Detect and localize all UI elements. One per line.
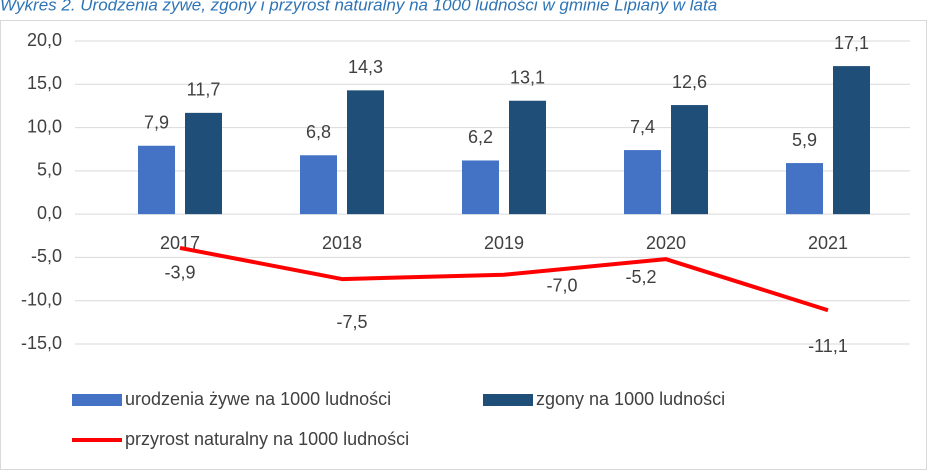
data-label: 14,3 bbox=[348, 57, 383, 77]
bar bbox=[347, 90, 384, 215]
legend-swatch bbox=[72, 394, 122, 406]
y-tick-label: -5,0 bbox=[31, 246, 62, 266]
bar bbox=[300, 155, 337, 215]
x-tick-label: 2021 bbox=[808, 233, 848, 253]
data-label: 13,1 bbox=[510, 67, 545, 87]
data-label: -3,9 bbox=[164, 263, 195, 283]
data-label: -7,0 bbox=[546, 275, 577, 295]
data-label: 12,6 bbox=[672, 72, 707, 92]
y-tick-label: 20,0 bbox=[27, 30, 62, 50]
data-label: 7,4 bbox=[630, 117, 655, 137]
y-tick-label: 0,0 bbox=[37, 203, 62, 223]
x-tick-label: 2019 bbox=[484, 233, 524, 253]
data-label: -7,5 bbox=[336, 312, 367, 332]
y-tick-label: 5,0 bbox=[37, 160, 62, 180]
y-tick-label: -15,0 bbox=[21, 333, 62, 353]
bar bbox=[462, 160, 499, 215]
bar bbox=[138, 145, 175, 215]
data-label: 7,9 bbox=[144, 113, 169, 133]
data-label: -5,2 bbox=[625, 267, 656, 287]
y-tick-label: 10,0 bbox=[27, 116, 62, 136]
legend-label: przyrost naturalny na 1000 ludności bbox=[125, 429, 409, 449]
chart-title: Wykres 2. Urodzenia żywe, zgony i przyro… bbox=[0, 0, 717, 14]
y-tick-label: 15,0 bbox=[27, 73, 62, 93]
data-label: 5,9 bbox=[792, 130, 817, 150]
data-label: -11,1 bbox=[808, 336, 848, 356]
bar bbox=[671, 105, 708, 215]
x-tick-label: 2020 bbox=[646, 233, 686, 253]
bar bbox=[786, 163, 823, 215]
x-tick-label: 2018 bbox=[322, 233, 362, 253]
legend-label: urodzenia żywe na 1000 ludności bbox=[125, 389, 391, 409]
data-label: 6,2 bbox=[468, 127, 493, 147]
data-label: 6,8 bbox=[306, 122, 331, 142]
legend-swatch bbox=[483, 394, 533, 406]
bar bbox=[833, 66, 870, 215]
bar bbox=[509, 100, 546, 215]
line-series bbox=[179, 245, 829, 313]
y-tick-label: -10,0 bbox=[21, 289, 62, 309]
bar bbox=[185, 112, 222, 215]
legend-label: zgony na 1000 ludności bbox=[536, 389, 725, 409]
data-label: 11,7 bbox=[187, 80, 221, 100]
bar bbox=[624, 150, 661, 215]
data-label: 17,1 bbox=[834, 33, 869, 53]
